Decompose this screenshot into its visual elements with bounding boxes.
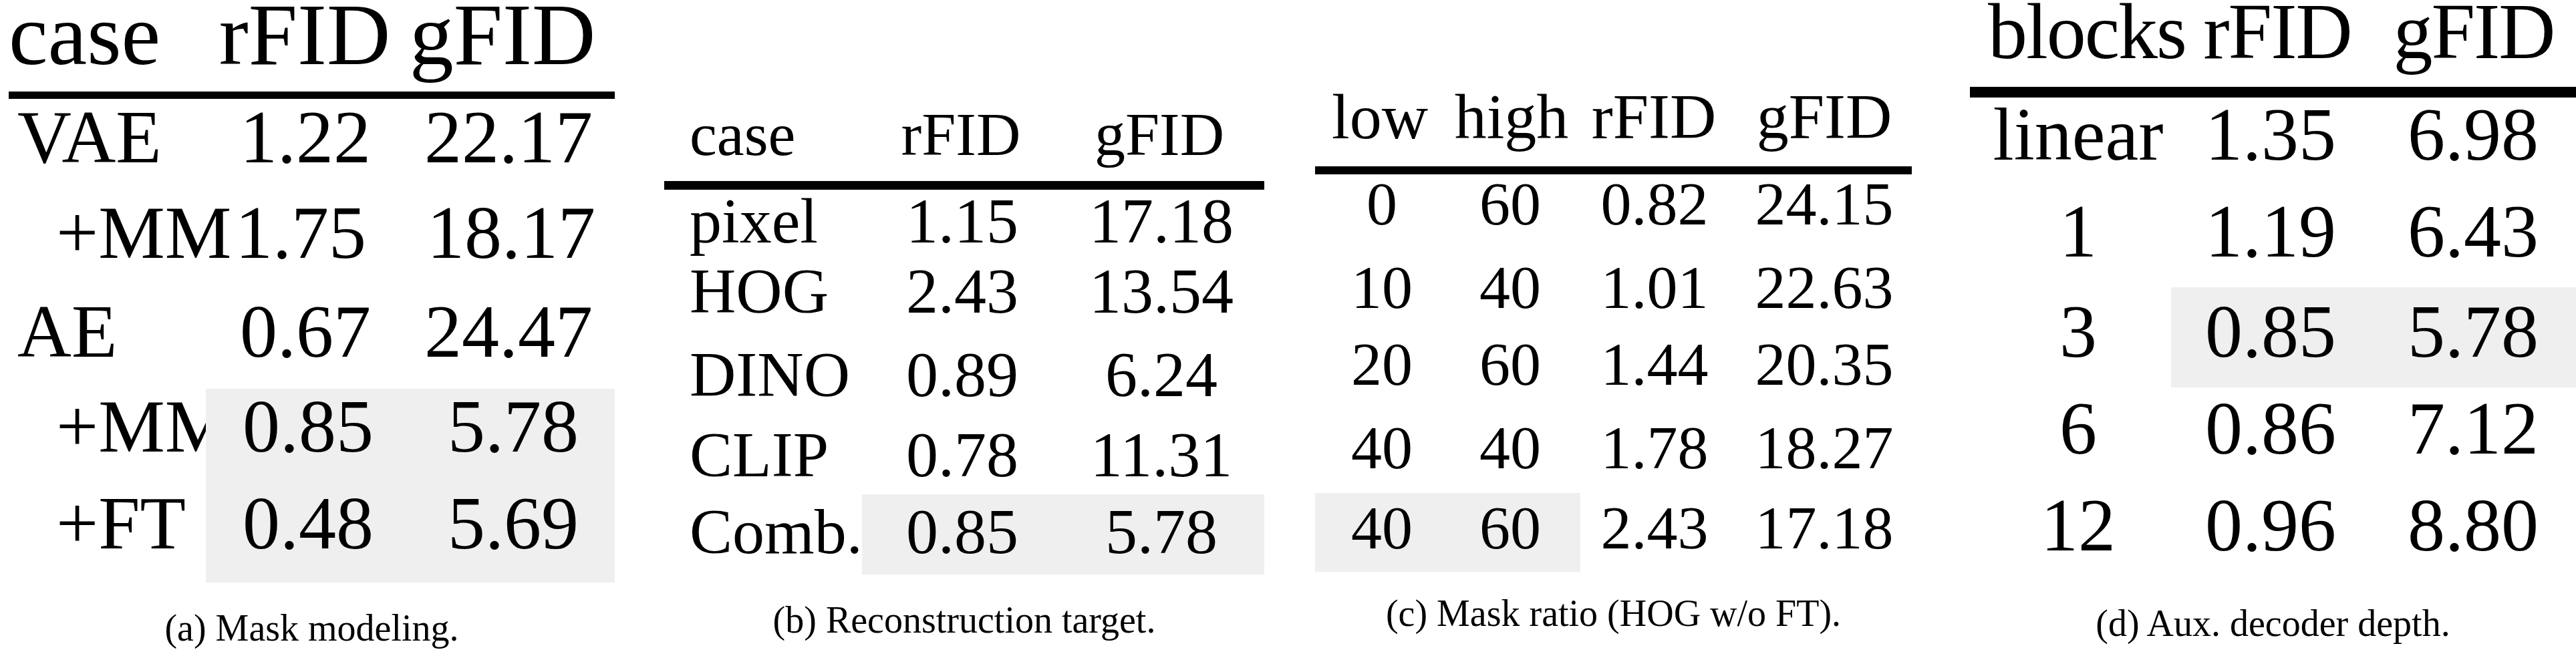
row-label: pixel (690, 189, 818, 253)
cell-value: 1.15 (906, 189, 1018, 253)
ablation-table-d: blocks rFID gFID linear 1.35 6.98 1 1.19… (1970, 0, 2576, 668)
cell-value: 40 (1351, 497, 1413, 558)
cell-value: 1.75 (235, 195, 366, 270)
column-header-blocks: blocks (1988, 0, 2186, 71)
cell-value: 5.78 (2408, 294, 2539, 369)
ablation-table-b: case rFID gFID pixel 1.15 17.18 HOG 2.43… (664, 0, 1264, 668)
cell-value: 11.31 (1091, 423, 1232, 487)
column-header-gfid: gFID (1095, 104, 1224, 165)
cell-value: 0.48 (243, 486, 374, 560)
cell-value: 8.80 (2408, 488, 2539, 562)
cell-value: 0.82 (1601, 173, 1709, 234)
cell-value: 0.78 (906, 423, 1018, 487)
ablation-table-a: case rFID gFID VAE 1.22 22.17 +MM 1.75 1… (9, 0, 615, 668)
column-header-gfid: gFID (1757, 85, 1892, 149)
ablation-tables-figure: { "figure": { "highlight_color": "#efefe… (0, 0, 2576, 668)
row-label: AE (17, 294, 117, 369)
row-label: 12 (2041, 488, 2116, 562)
cell-value: 40 (1479, 257, 1541, 318)
row-label: 1 (2059, 194, 2097, 269)
cell-value: 6.98 (2408, 97, 2539, 172)
header-rule (1315, 166, 1912, 174)
row-label: VAE (17, 100, 162, 174)
header-rule (9, 92, 615, 99)
column-header-case: case (690, 104, 795, 165)
cell-value: 0.67 (240, 294, 371, 369)
header-rule (1970, 87, 2576, 98)
cell-value: 18.17 (427, 195, 595, 270)
column-header-rfid: rFID (219, 0, 391, 79)
column-header-gfid: gFID (410, 0, 596, 79)
cell-value: 0.96 (2205, 488, 2336, 562)
row-label: 3 (2059, 294, 2097, 369)
cell-value: 40 (1479, 417, 1541, 478)
cell-value: 5.78 (1105, 500, 1218, 564)
cell-value: 22.17 (424, 100, 593, 174)
cell-value: 1.22 (240, 100, 371, 174)
cell-value: 1.35 (2205, 97, 2336, 172)
cell-value: 5.78 (448, 389, 579, 464)
cell-value: 2.43 (906, 259, 1018, 323)
column-header-gfid: gFID (2393, 0, 2554, 71)
column-header-high: high (1455, 85, 1569, 149)
cell-value: 6.24 (1105, 343, 1218, 407)
row-label: HOG (690, 259, 829, 323)
cell-value: 0.89 (906, 343, 1018, 407)
ablation-table-c: low high rFID gFID 0 60 0.82 24.15 10 40… (1315, 0, 1912, 668)
cell-value: 17.18 (1089, 189, 1234, 253)
cell-value: 6.43 (2408, 194, 2539, 269)
row-label: +MM (56, 195, 231, 270)
row-label: DINO (690, 343, 850, 407)
cell-value: 24.47 (424, 294, 593, 369)
table-caption: (a) Mask modeling. (164, 609, 458, 647)
row-label: Comb. (690, 500, 863, 564)
cell-value: 20.35 (1755, 333, 1894, 395)
cell-value: 0.85 (906, 500, 1018, 564)
cell-value: 1.01 (1601, 257, 1709, 318)
cell-value: 0.85 (243, 389, 374, 464)
cell-value: 40 (1351, 417, 1413, 478)
cell-value: 24.15 (1755, 173, 1894, 234)
column-header-rfid: rFID (1592, 85, 1717, 149)
cell-value: 0 (1367, 173, 1397, 234)
cell-value: 60 (1479, 497, 1541, 558)
cell-value: 0.85 (2205, 294, 2336, 369)
cell-value: 7.12 (2408, 391, 2539, 466)
column-header-rfid: rFID (2203, 0, 2351, 71)
cell-value: 1.19 (2205, 194, 2336, 269)
cell-value: 18.27 (1755, 417, 1894, 478)
cell-value: 0.86 (2205, 391, 2336, 466)
cell-value: 17.18 (1755, 497, 1894, 558)
cell-value: 1.78 (1601, 417, 1709, 478)
table-caption: (c) Mask ratio (HOG w/o FT). (1386, 595, 1841, 632)
cell-value: 20 (1351, 333, 1413, 395)
cell-value: 2.43 (1601, 497, 1709, 558)
row-label: linear (1993, 97, 2164, 172)
column-header-rfid: rFID (901, 104, 1021, 165)
cell-value: 1.44 (1601, 333, 1709, 395)
cell-value: 5.69 (448, 486, 579, 560)
cell-value: 13.54 (1089, 259, 1234, 323)
table-caption: (d) Aux. decoder depth. (2096, 605, 2450, 642)
row-label: +MM (56, 389, 231, 464)
row-label: 6 (2059, 391, 2097, 466)
column-header-case: case (9, 0, 160, 79)
row-label: +FT (56, 486, 186, 560)
header-rule (664, 181, 1264, 190)
row-label: CLIP (690, 423, 829, 487)
cell-value: 60 (1479, 333, 1541, 395)
column-header-low: low (1332, 85, 1428, 149)
cell-value: 22.63 (1755, 257, 1894, 318)
table-caption: (b) Reconstruction target. (773, 601, 1156, 639)
cell-value: 60 (1479, 173, 1541, 234)
cell-value: 10 (1351, 257, 1413, 318)
